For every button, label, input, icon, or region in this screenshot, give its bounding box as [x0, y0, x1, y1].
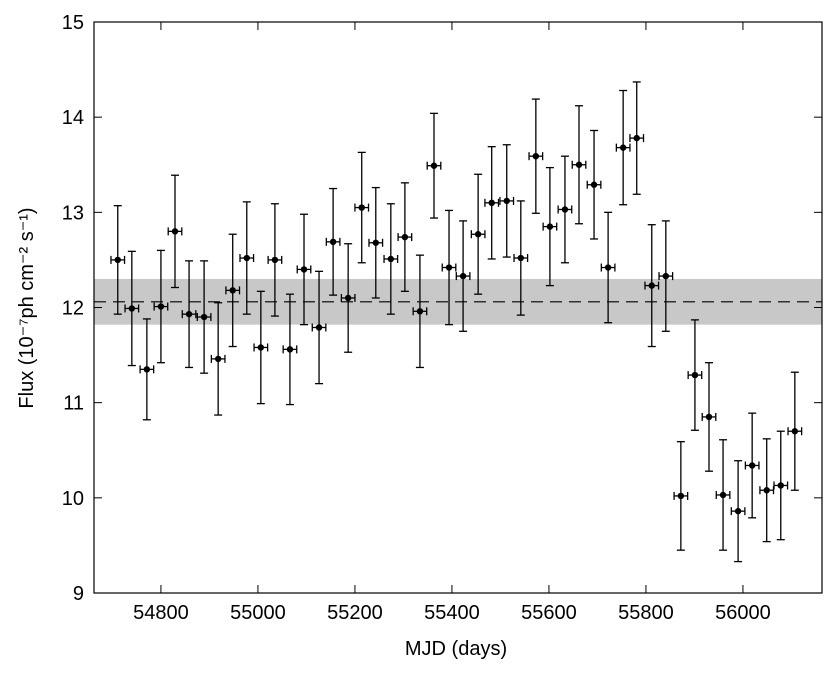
data-point	[474, 231, 482, 238]
data-point	[200, 313, 208, 321]
data-point	[358, 204, 365, 211]
data-point	[143, 366, 151, 373]
data-point	[791, 428, 799, 435]
y-tick-label: 9	[73, 583, 84, 605]
data-point	[575, 161, 583, 168]
data-point	[387, 255, 395, 263]
data-point	[114, 256, 121, 264]
data-point	[691, 371, 699, 379]
data-point	[185, 310, 193, 318]
data-point	[459, 272, 467, 280]
y-tick-label: 15	[62, 12, 84, 34]
data-point	[214, 355, 222, 363]
data-point	[488, 199, 495, 207]
data-point	[344, 294, 352, 302]
x-tick-label: 54800	[133, 602, 189, 624]
data-point	[300, 266, 308, 273]
data-point	[401, 233, 409, 241]
y-tick-label: 12	[62, 298, 84, 320]
data-point	[633, 134, 640, 142]
data-point	[128, 305, 136, 312]
y-tick-label: 14	[62, 107, 84, 129]
data-point	[777, 482, 784, 489]
data-point	[243, 254, 250, 262]
data-point	[315, 324, 323, 331]
data-point	[329, 238, 337, 246]
data-point	[546, 223, 554, 230]
data-point	[734, 507, 742, 515]
data-point	[590, 181, 598, 188]
y-tick-label: 11	[63, 393, 84, 415]
data-point	[677, 492, 685, 500]
data-point	[705, 413, 713, 421]
data-point	[604, 264, 612, 271]
data-point	[619, 144, 627, 151]
data-point	[445, 264, 453, 271]
y-tick-label: 13	[62, 202, 84, 224]
data-point	[503, 197, 510, 205]
data-point	[157, 303, 165, 310]
x-tick-label: 56000	[715, 602, 771, 624]
x-axis-label: MJD (days)	[405, 638, 507, 660]
y-axis-label: Flux (10⁻⁷ph cm⁻² s⁻¹)	[16, 207, 38, 408]
data-point	[763, 487, 770, 494]
data-point	[171, 228, 179, 235]
data-point	[416, 308, 424, 315]
data-point	[561, 206, 569, 213]
x-tick-label: 55800	[618, 602, 674, 624]
data-point	[532, 152, 540, 160]
data-point	[648, 282, 655, 289]
data-point	[372, 239, 379, 246]
data-point	[257, 344, 265, 351]
data-point	[430, 162, 438, 169]
data-point	[229, 287, 236, 294]
y-tick-label: 10	[62, 488, 84, 510]
data-point	[748, 462, 756, 469]
x-tick-label: 55400	[424, 602, 480, 624]
data-point	[517, 254, 525, 262]
data-point	[662, 272, 670, 280]
x-tick-label: 55000	[230, 602, 286, 624]
data-point	[719, 491, 727, 499]
x-tick-label: 55200	[327, 602, 383, 624]
data-point	[271, 256, 279, 264]
data-point	[286, 346, 294, 353]
x-tick-label: 55600	[521, 602, 577, 624]
